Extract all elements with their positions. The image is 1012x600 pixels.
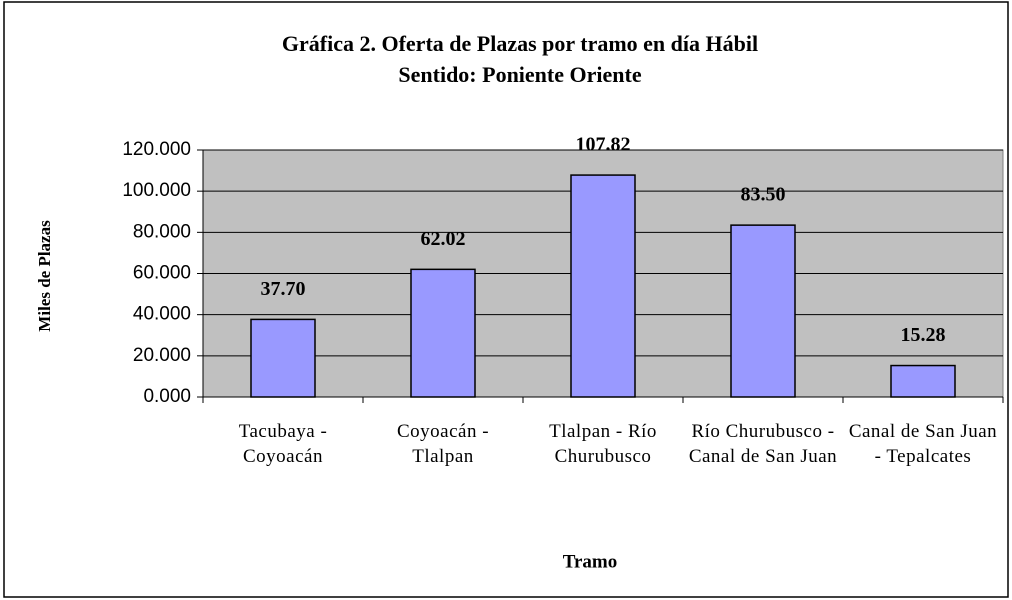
chart-subtitle: Sentido: Poniente Oriente [398, 62, 641, 87]
x-axis-label: Tramo [563, 551, 618, 572]
bar [410, 268, 476, 398]
bar [250, 318, 316, 398]
y-axis-label: Miles de Plazas [35, 220, 54, 332]
x-tick-label: Tacubaya - Coyoacán [238, 421, 328, 467]
data-label: 62.02 [421, 228, 466, 250]
y-tick-label: 120.000 [122, 139, 191, 160]
x-tick-label: Río Churubusco - Canal de San Juan [688, 421, 838, 467]
chart-title: Gráfica 2. Oferta de Plazas por tramo en… [282, 31, 758, 56]
y-tick-label: 20.000 [133, 345, 191, 366]
data-label: 37.70 [261, 278, 306, 300]
data-label: 83.50 [741, 184, 786, 206]
y-tick-label: 0.000 [143, 386, 191, 407]
data-label: 107.82 [576, 134, 631, 156]
data-label: 15.28 [901, 324, 946, 346]
y-tick-label: 80.000 [133, 221, 191, 242]
y-tick-label: 60.000 [133, 263, 191, 284]
x-tick-label: Coyoacán - Tlalpan [396, 421, 490, 467]
bar [730, 224, 796, 398]
y-tick-label: 40.000 [133, 304, 191, 325]
bar [890, 364, 956, 398]
x-tick-label: Canal de San Juan - Tepalcates [848, 421, 998, 467]
x-tick-label: Tlalpan - Río Churubusco [549, 421, 657, 467]
y-tick-label: 100.000 [122, 180, 191, 201]
bar [570, 174, 636, 398]
